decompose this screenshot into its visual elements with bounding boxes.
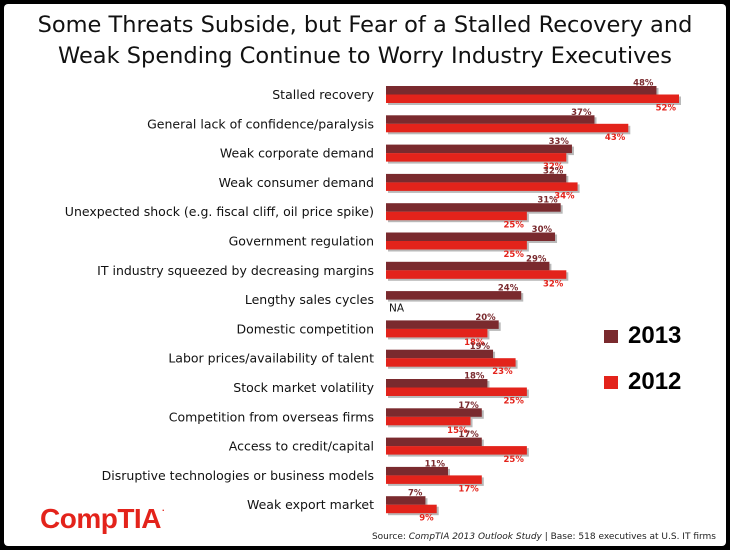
category-label: Unexpected shock (e.g. fiscal cliff, oil… [65,204,374,219]
data-label: 23% [492,367,513,377]
data-label: 25% [504,221,525,231]
category-label: Disruptive technologies or business mode… [102,468,374,483]
bar-2012 [386,123,629,133]
category-label: Lengthy sales cycles [245,292,374,307]
bar-2013 [386,86,657,95]
logo-mark: . [161,503,165,513]
category-label: Labor prices/availability of talent [168,351,374,366]
bar-2013 [386,408,482,417]
data-label: 25% [504,250,525,260]
category-label: Weak corporate demand [220,146,374,161]
category-label: Domestic competition [236,321,374,336]
bar-2012 [386,94,679,103]
bar-2012 [386,211,527,221]
bar-2013 [386,173,567,183]
bar-2013 [386,115,595,124]
category-label: Weak consumer demand [219,175,374,190]
source-study: CompTIA 2013 Outlook Study [408,532,542,542]
missing-value-label: NA [389,303,405,315]
chart-frame: Some Threats Subside, but Fear of a Stal… [4,4,726,546]
bar-2012 [386,446,527,455]
category-label: IT industry squeezed by decreasing margi… [97,263,374,278]
source-prefix: Source: [371,532,409,542]
data-label: 20% [475,313,496,323]
bar-2013 [386,291,522,300]
data-label: 18% [464,372,485,382]
category-label: Access to credit/capital [229,439,374,454]
bar-2012 [386,504,437,514]
bar-2013 [386,232,556,241]
bar-2012 [386,241,527,250]
data-label: 52% [656,104,677,114]
legend-label-2012: 2012 [628,368,682,395]
data-label: 34% [554,191,575,201]
data-label: 33% [549,137,570,147]
source-note: Source: CompTIA 2013 Outlook Study | Bas… [372,532,716,542]
data-label: 43% [605,133,626,143]
data-label: 11% [425,459,446,469]
data-label: 32% [543,166,564,176]
bar-2012 [386,328,488,338]
category-label: Weak export market [247,497,374,512]
bar-2013 [386,144,572,154]
bar-2013 [386,466,448,476]
bar-2013 [386,496,426,505]
data-label: 18% [464,338,485,348]
bar-2013 [386,379,488,388]
data-label: 9% [419,514,434,524]
data-label: 17% [458,484,479,494]
category-label: Stalled recovery [272,87,374,102]
source-suffix: | Base: 518 executives at U.S. IT firms [541,532,716,542]
legend-label-2013: 2013 [628,322,682,349]
bar-2013 [386,349,494,359]
bar-2013 [386,437,482,447]
category-label: Competition from overseas firms [169,409,374,424]
data-label: 15% [447,426,468,436]
bar-2012 [386,182,578,191]
data-label: 7% [408,489,423,499]
comptia-logo: CompTIA. [40,503,164,535]
bar-2012 [386,153,567,162]
bar-2013 [386,320,499,329]
logo-text: CompTIA [40,503,161,534]
data-label: 48% [633,79,654,89]
bar-2012 [386,270,567,279]
bar-2012 [386,387,527,396]
data-label: 30% [532,225,553,235]
bar-2012 [386,358,516,367]
title-line-2: Weak Spending Continue to Worry Industry… [58,43,672,69]
data-label: 29% [526,254,547,264]
data-label: 37% [571,108,592,118]
title-line-1: Some Threats Subside, but Fear of a Stal… [37,12,693,38]
category-label: Government regulation [229,234,374,249]
bar-2012 [386,416,471,426]
legend-swatch-2012 [604,376,618,389]
data-label: 32% [543,162,564,172]
category-label: Stock market volatility [233,380,374,395]
legend-swatch-2013 [604,330,618,343]
bar-2013 [386,261,550,271]
data-label: 25% [504,455,525,465]
bar-chart: Stalled recovery 48% 52% General lack of co… [65,79,681,524]
data-label: 31% [537,196,558,206]
data-label: 24% [498,284,519,294]
data-label: 17% [458,401,479,411]
data-label: 19% [470,342,491,352]
chart-title: Some Threats Subside, but Fear of a Stal… [4,10,726,72]
data-label: 25% [504,397,525,407]
data-label: 32% [543,279,564,289]
bar-2013 [386,203,561,212]
data-label: 17% [458,430,479,440]
bar-2012 [386,475,482,484]
category-label: General lack of confidence/paralysis [147,116,374,131]
